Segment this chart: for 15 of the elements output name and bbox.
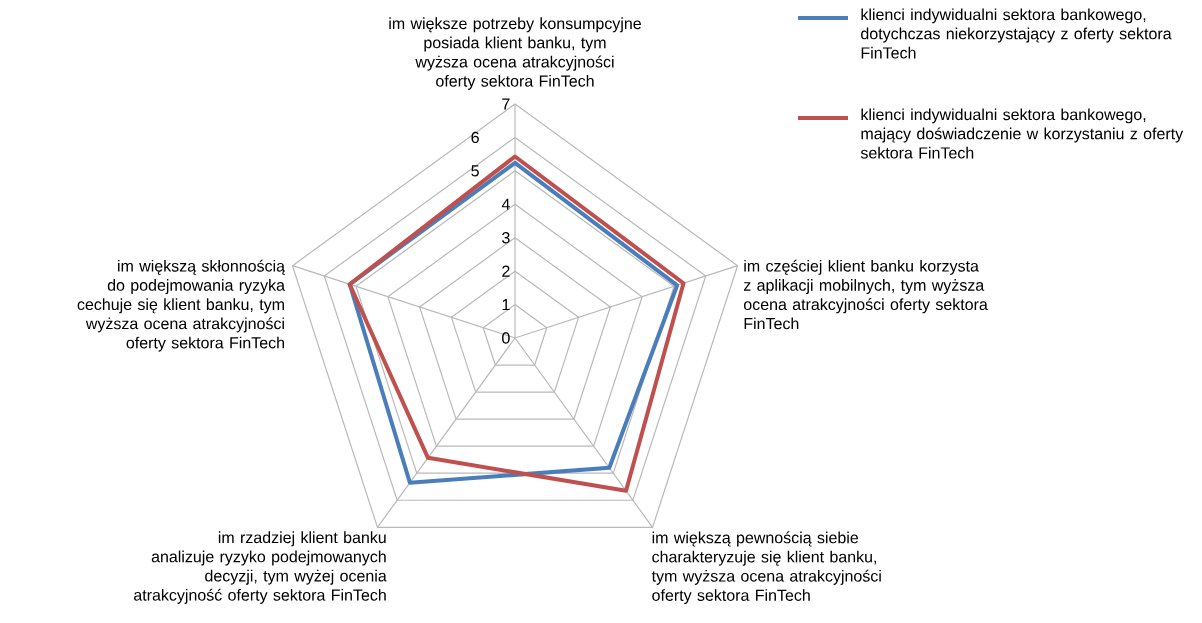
spoke-label: im większą skłonnością do podejmowania ryzyka cechuje się klient banku, tym wyższa ocena atrakcyjności oferty sektora FinTech	[77, 259, 286, 352]
spoke-label: im większą pewnością siebie charakteryzuje się klient banku, tym wyższa ocena atrakcyjności oferty sektora FinTech	[651, 531, 881, 605]
y-tick-label: 4	[501, 198, 510, 210]
y-tick-label: 0	[502, 332, 510, 344]
spoke-label: im rzadziej klient banku analizuje ryzyko podejmowanych decyzji, tym wyżej ocenia atrakcyjność oferty sektora FinTech	[134, 531, 387, 604]
y-tick-label: 1	[502, 299, 510, 311]
y-tick-label: 2	[502, 265, 510, 277]
legend-label: klienci indywidualni sektora bankowego, dotychczas niekorzystający z oferty sektora FinTech	[861, 8, 1172, 59]
y-tick-label: 6	[471, 131, 479, 144]
y-tick-label: 3	[502, 232, 510, 244]
legend-label: klienci indywidualni sektora bankowego, mający doświadczenie w korzystaniu z oferty sektora FinTech	[860, 108, 1184, 159]
y-tick-label: 7	[502, 98, 510, 110]
y-tick-label: 5	[471, 165, 479, 177]
spoke-label: im częściej klient banku korzysta z aplikacji mobilnych, tym wyższa ocena atrakcyjności oferty sektora FinTech	[743, 259, 988, 330]
spoke-label: im większe potrzeby konsumpcyjne posiada klient banku, tym wyższa ocena atrakcyjności oferty sektora FinTech	[389, 17, 641, 90]
